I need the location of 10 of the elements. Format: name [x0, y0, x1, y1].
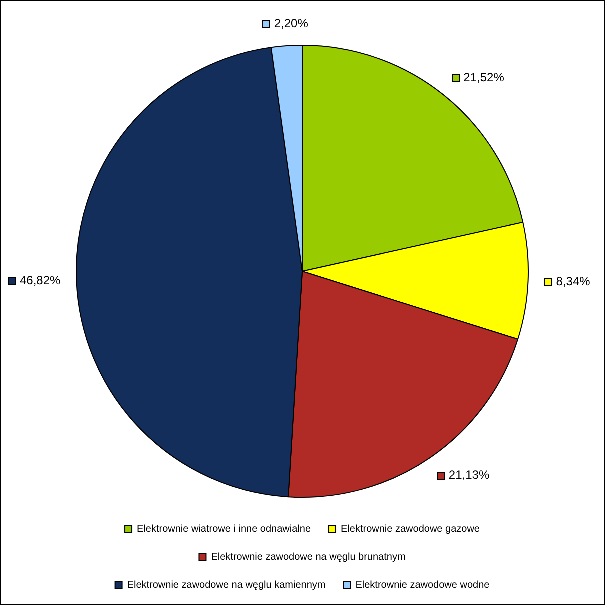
data-label: 21,13% — [448, 468, 490, 482]
legend-label: Elektrownie zawodowe wodne — [356, 580, 490, 591]
legend-label: Elektrownie wiatrowe i inne odnawialne — [137, 524, 312, 535]
data-label: 46,82% — [20, 273, 62, 288]
legend-label: Elektrownie zawodowe na węglu brunatnym — [211, 552, 406, 563]
data-label: 2,20% — [274, 16, 309, 30]
legend-label: Elektrownie zawodowe na węglu kamiennym — [127, 580, 326, 591]
data-label: 8,34% — [556, 274, 591, 289]
data-label: 21,52% — [464, 70, 505, 84]
legend-label: Elektrownie zawodowe gazowe — [341, 524, 480, 535]
